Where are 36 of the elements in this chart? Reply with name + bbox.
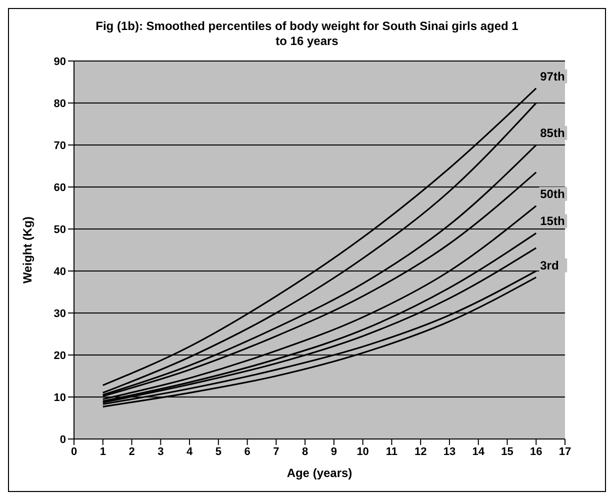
y-tick-label: 0 — [60, 434, 66, 446]
series-label: 97th — [540, 69, 565, 84]
series-label: 3rd — [540, 258, 559, 272]
x-tick-label: 8 — [302, 446, 308, 458]
x-tick-label: 2 — [128, 446, 135, 458]
x-tick-label: 7 — [273, 446, 280, 458]
y-tick-label: 20 — [54, 350, 66, 362]
x-tick-label: 9 — [330, 446, 338, 458]
series-label: 85th — [540, 126, 565, 140]
x-tick-label: 16 — [530, 446, 542, 458]
x-tick-label: 15 — [501, 446, 514, 458]
x-tick-label: 17 — [558, 446, 572, 458]
x-tick-label: 6 — [244, 446, 250, 458]
y-axis-title: Weight (Kg) — [20, 216, 34, 284]
x-axis-title: Age (years) — [286, 466, 352, 480]
x-tick-label: 14 — [472, 446, 486, 458]
x-tick-label: 3 — [158, 446, 164, 458]
y-tick-label: 60 — [54, 182, 66, 194]
x-tick-label: 10 — [356, 446, 369, 458]
x-tick-label: 11 — [386, 446, 398, 458]
x-tick-label: 5 — [215, 446, 222, 458]
chart-title: Fig (1b): Smoothed percentiles of body weight for South Sinai girls aged 1 to 16 years — [94, 19, 520, 49]
y-tick-label: 30 — [54, 308, 66, 320]
y-tick-label: 50 — [54, 224, 66, 236]
y-tick-label: 10 — [54, 392, 66, 404]
x-tick-label: 13 — [443, 446, 456, 458]
x-tick-label: 12 — [414, 446, 427, 458]
y-tick-label: 40 — [54, 266, 66, 278]
x-tick-label: 1 — [100, 446, 106, 458]
x-tick-label: 0 — [70, 446, 78, 458]
series-label: 50th — [540, 186, 565, 201]
y-tick-label: 90 — [54, 56, 66, 68]
series-label: 15th — [540, 214, 565, 228]
y-tick-label: 80 — [54, 98, 66, 110]
y-tick-label: 70 — [54, 140, 66, 152]
x-tick-label: 4 — [186, 446, 194, 458]
